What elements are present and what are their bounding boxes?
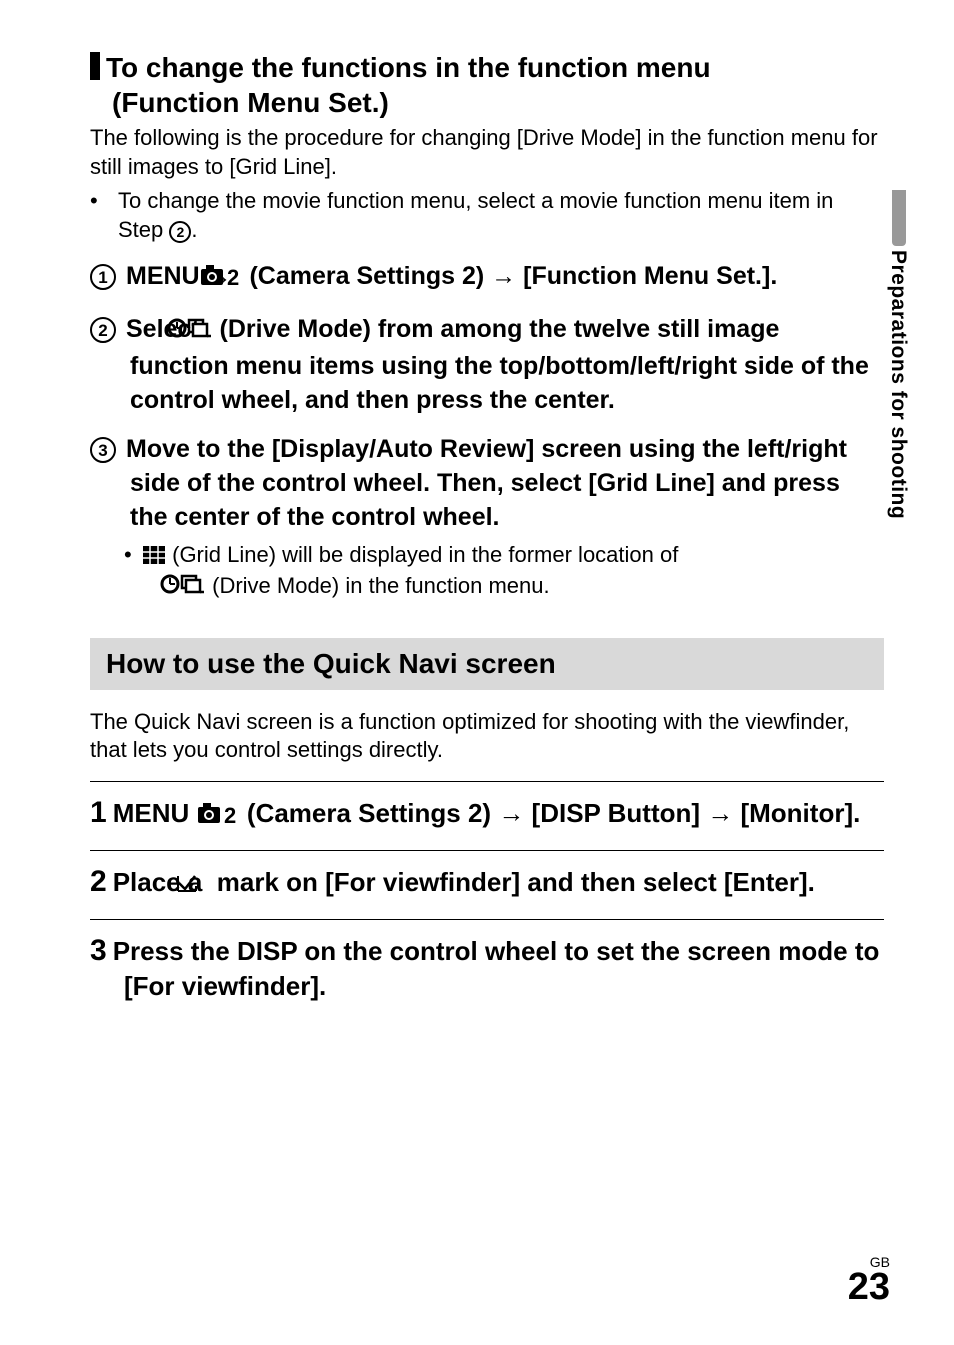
intro-bullet-prefix: To change the movie function menu, selec… (118, 188, 833, 242)
step-3-number: 3 (90, 437, 116, 463)
numbered-step-3-text: Press the DISP on the control wheel to s… (113, 936, 880, 1001)
numbered-step-2-post: mark on [For viewfinder] and then select… (210, 867, 815, 897)
side-tab-label: Preparations for shooting (886, 250, 910, 519)
step-2: 2Select (Drive Mode) from among the twel… (90, 313, 884, 417)
page: Preparations for shooting To change the … (0, 0, 954, 1345)
svg-text:2: 2 (227, 265, 239, 287)
numbered-step-1: 1MENU → 2 (Camera Settings 2) → [DISP Bu… (90, 781, 884, 834)
step-3-text: Move to the [Display/Auto Review] screen… (126, 435, 847, 531)
section-2-intro: The Quick Navi screen is a function opti… (90, 708, 884, 765)
page-number-num: 23 (848, 1266, 890, 1308)
step-2-number: 2 (90, 317, 116, 343)
side-tab: Preparations for shooting (886, 250, 914, 610)
step-3: 3 Move to the [Display/Auto Review] scree… (90, 433, 884, 534)
step-1: 1MENU → 2 (Camera Settings 2) → [Functio… (90, 260, 884, 297)
step-3-sub-b: (Drive Mode) in the function menu. (206, 573, 550, 598)
intro-text: The following is the procedure for chang… (90, 124, 884, 181)
page-number: GB 23 (848, 1254, 890, 1309)
step-ref-circle: 2 (169, 221, 191, 243)
svg-text:2: 2 (224, 803, 236, 825)
bullet-dot-icon: • (104, 187, 118, 216)
step-3-sub-line2: (Drive Mode) in the function menu. (160, 572, 884, 604)
title-line1: To change the functions in the function … (106, 52, 711, 83)
section-2-heading: How to use the Quick Navi screen (90, 638, 884, 690)
title-bar-icon (90, 52, 100, 80)
intro-bullet: •To change the movie function menu, sele… (90, 187, 884, 244)
step-3-sub: • (Grid Line) will be displayed in the f… (90, 541, 884, 604)
numbered-step-3-num: 3 (90, 934, 107, 967)
drive-mode-icon (160, 572, 206, 604)
camera-settings-2-icon: 2 (230, 799, 240, 834)
intro-bullet-suffix: . (191, 217, 197, 242)
step-1-mid: (Camera Settings 2) → [Function Menu Set… (243, 262, 778, 290)
step-3-sub-a: (Grid Line) will be displayed in the for… (166, 542, 678, 567)
section-title: To change the functions in the function … (90, 50, 884, 120)
numbered-step-1-num: 1 (90, 796, 107, 829)
side-tab-indicator (892, 190, 906, 246)
step-1-number: 1 (90, 264, 116, 290)
numbered-step-2-num: 2 (90, 865, 107, 898)
numbered-step-3: 3Press the DISP on the control wheel to … (90, 919, 884, 1004)
title-line2: (Function Menu Set.) (112, 85, 884, 120)
numbered-step-2: 2Place a mark on [For viewfinder] and th… (90, 850, 884, 903)
numbered-step-1-mid: (Camera Settings 2) → [DISP Button] → [M… (240, 798, 861, 828)
step-2-post: (Drive Mode) from among the twelve still… (130, 315, 869, 414)
